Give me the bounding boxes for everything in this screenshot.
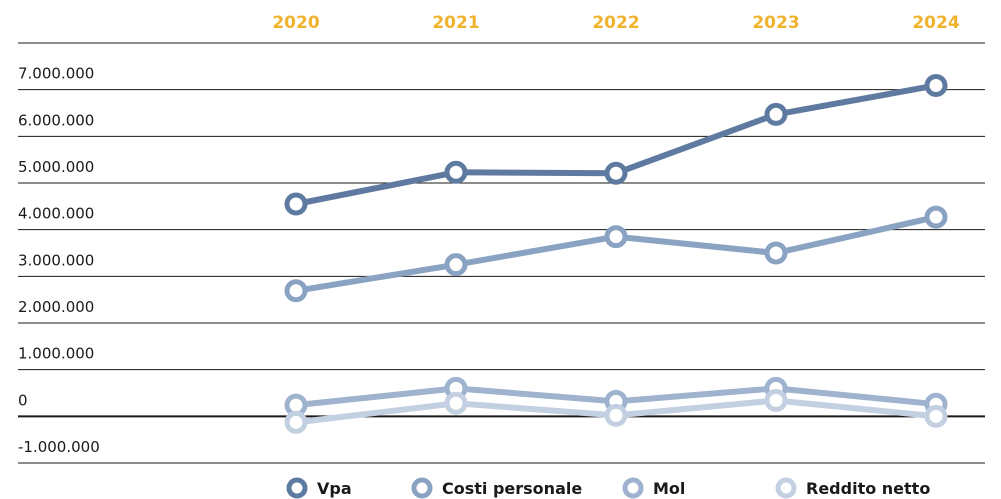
point <box>764 102 788 126</box>
y-tick-label: 4.000.000 <box>18 205 94 223</box>
point <box>444 160 468 184</box>
x-tick-label: 2021 <box>432 13 479 33</box>
y-tick-label: 2.000.000 <box>18 298 94 316</box>
y-tick-label: 3.000.000 <box>18 251 94 269</box>
point <box>764 388 788 412</box>
point <box>284 410 308 434</box>
series-line <box>295 82 937 207</box>
y-tick-label: 7.000.000 <box>18 65 94 83</box>
point <box>444 253 468 277</box>
point <box>924 205 948 229</box>
y-tick-label: 0 <box>18 391 28 409</box>
point <box>604 161 628 185</box>
point <box>604 403 628 427</box>
point <box>444 391 468 415</box>
point <box>764 241 788 265</box>
legend-marker <box>622 477 644 499</box>
x-tick-label: 2023 <box>752 13 799 33</box>
x-tick-label: 2024 <box>912 13 959 33</box>
x-tick-label: 2020 <box>272 13 319 33</box>
point <box>284 279 308 303</box>
x-tick-label: 2022 <box>592 13 639 33</box>
legend-marker <box>775 477 797 499</box>
y-tick-label: 6.000.000 <box>18 111 94 129</box>
point <box>924 73 948 97</box>
y-tick-label: -1.000.000 <box>18 438 100 456</box>
y-tick-label: 5.000.000 <box>18 158 94 176</box>
legend-label: Reddito netto <box>806 479 930 498</box>
point <box>284 192 308 216</box>
legend-marker <box>411 477 433 499</box>
legend-label: Costi personale <box>442 479 582 498</box>
legend-marker <box>286 477 308 499</box>
legend-label: Vpa <box>317 479 352 498</box>
point <box>924 404 948 428</box>
legend-label: Mol <box>653 479 685 498</box>
y-tick-label: 1.000.000 <box>18 345 94 363</box>
point <box>604 225 628 249</box>
